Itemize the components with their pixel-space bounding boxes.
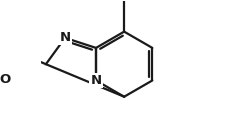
Text: N: N [60,31,71,44]
Text: O: O [0,73,10,86]
Text: N: N [90,74,102,87]
